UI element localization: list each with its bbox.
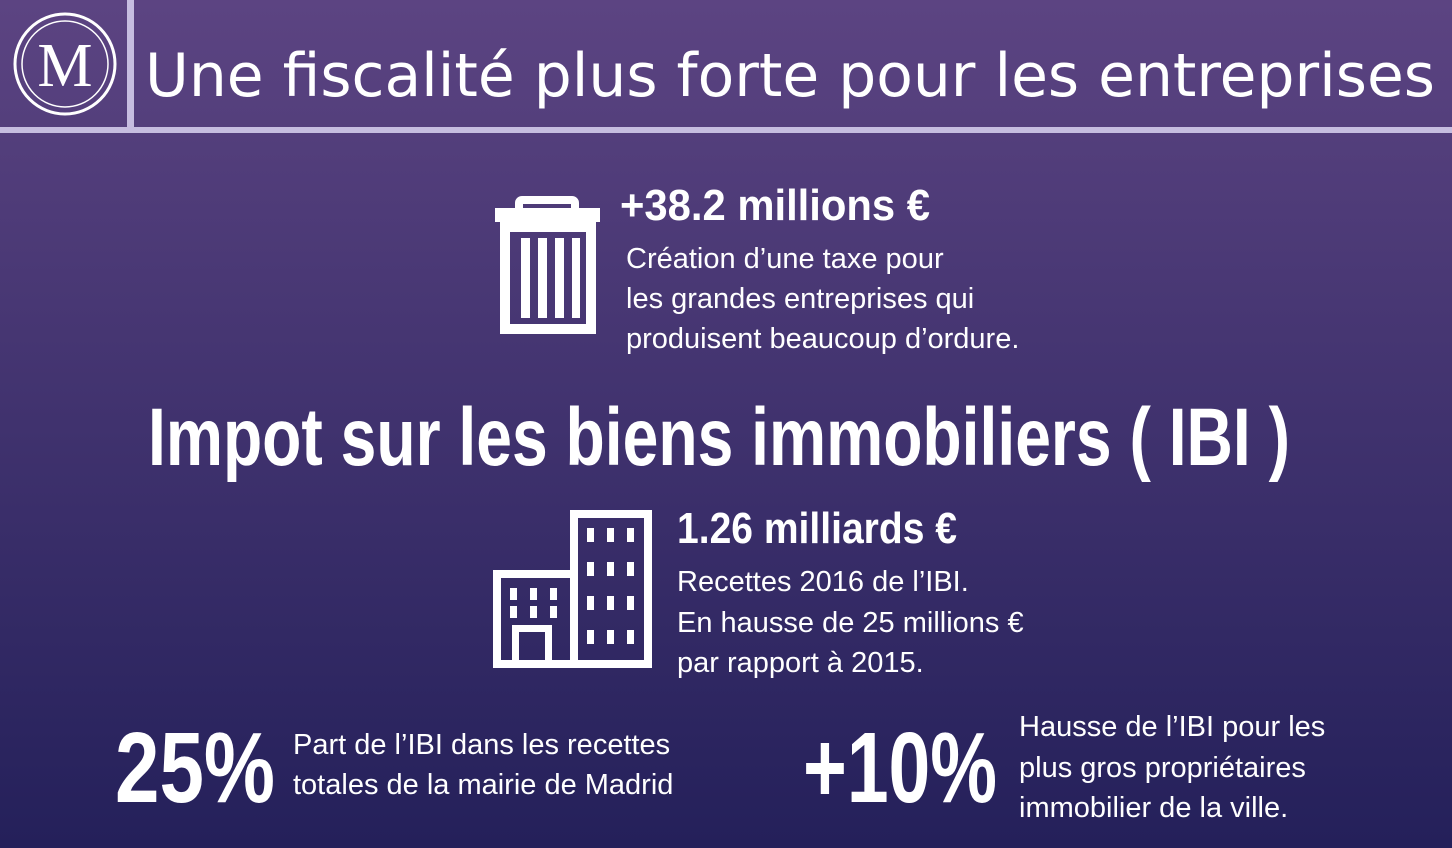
trash-lid (495, 208, 600, 222)
stat-figure: +10% (803, 712, 997, 824)
header-divider (127, 0, 134, 130)
windows (510, 528, 634, 644)
waste-tax-text: Création d’une taxe pour (626, 243, 944, 275)
header-rule (0, 127, 1452, 133)
logo-ring (21, 20, 109, 108)
logo-ring (13, 12, 117, 116)
logo-letter: M (37, 32, 92, 100)
stat-text: Part de l’IBI dans les recettes (293, 729, 670, 761)
page-title: Une fiscalité plus forte pour les entrep… (145, 41, 1435, 111)
ibi-revenue-text: Recettes 2016 de l’IBI. (677, 566, 969, 598)
ibi-revenue-amount: 1.26 milliards € (677, 504, 957, 553)
trash-stripe (555, 238, 564, 318)
waste-tax-amount: +38.2 millions € (620, 181, 930, 230)
stat-text: totales de la mairie de Madrid (293, 769, 673, 801)
ibi-revenue-text: En hausse de 25 millions € (677, 607, 1024, 639)
section-title: Impot sur les biens immobiliers ( IBI ) (148, 392, 1290, 483)
stat-text: immobilier de la ville. (1019, 792, 1288, 824)
ibi-revenue-text: par rapport à 2015. (677, 647, 924, 679)
waste-tax-text: les grandes entreprises qui (626, 283, 974, 315)
stat-text: Hausse de l’IBI pour les (1019, 711, 1325, 743)
door (512, 625, 552, 668)
waste-tax-text: produisent beaucoup d’ordure. (626, 323, 1019, 355)
trash-stripe (521, 238, 530, 318)
logo: M (13, 12, 117, 116)
building-icon (493, 510, 652, 668)
stat-text: plus gros propriétaires (1019, 752, 1306, 784)
trash-stripe (572, 238, 580, 318)
stat-figure: 25% (115, 712, 275, 824)
trash-body (500, 222, 596, 334)
trash-stripe (538, 238, 547, 318)
trash-icon (495, 196, 600, 334)
